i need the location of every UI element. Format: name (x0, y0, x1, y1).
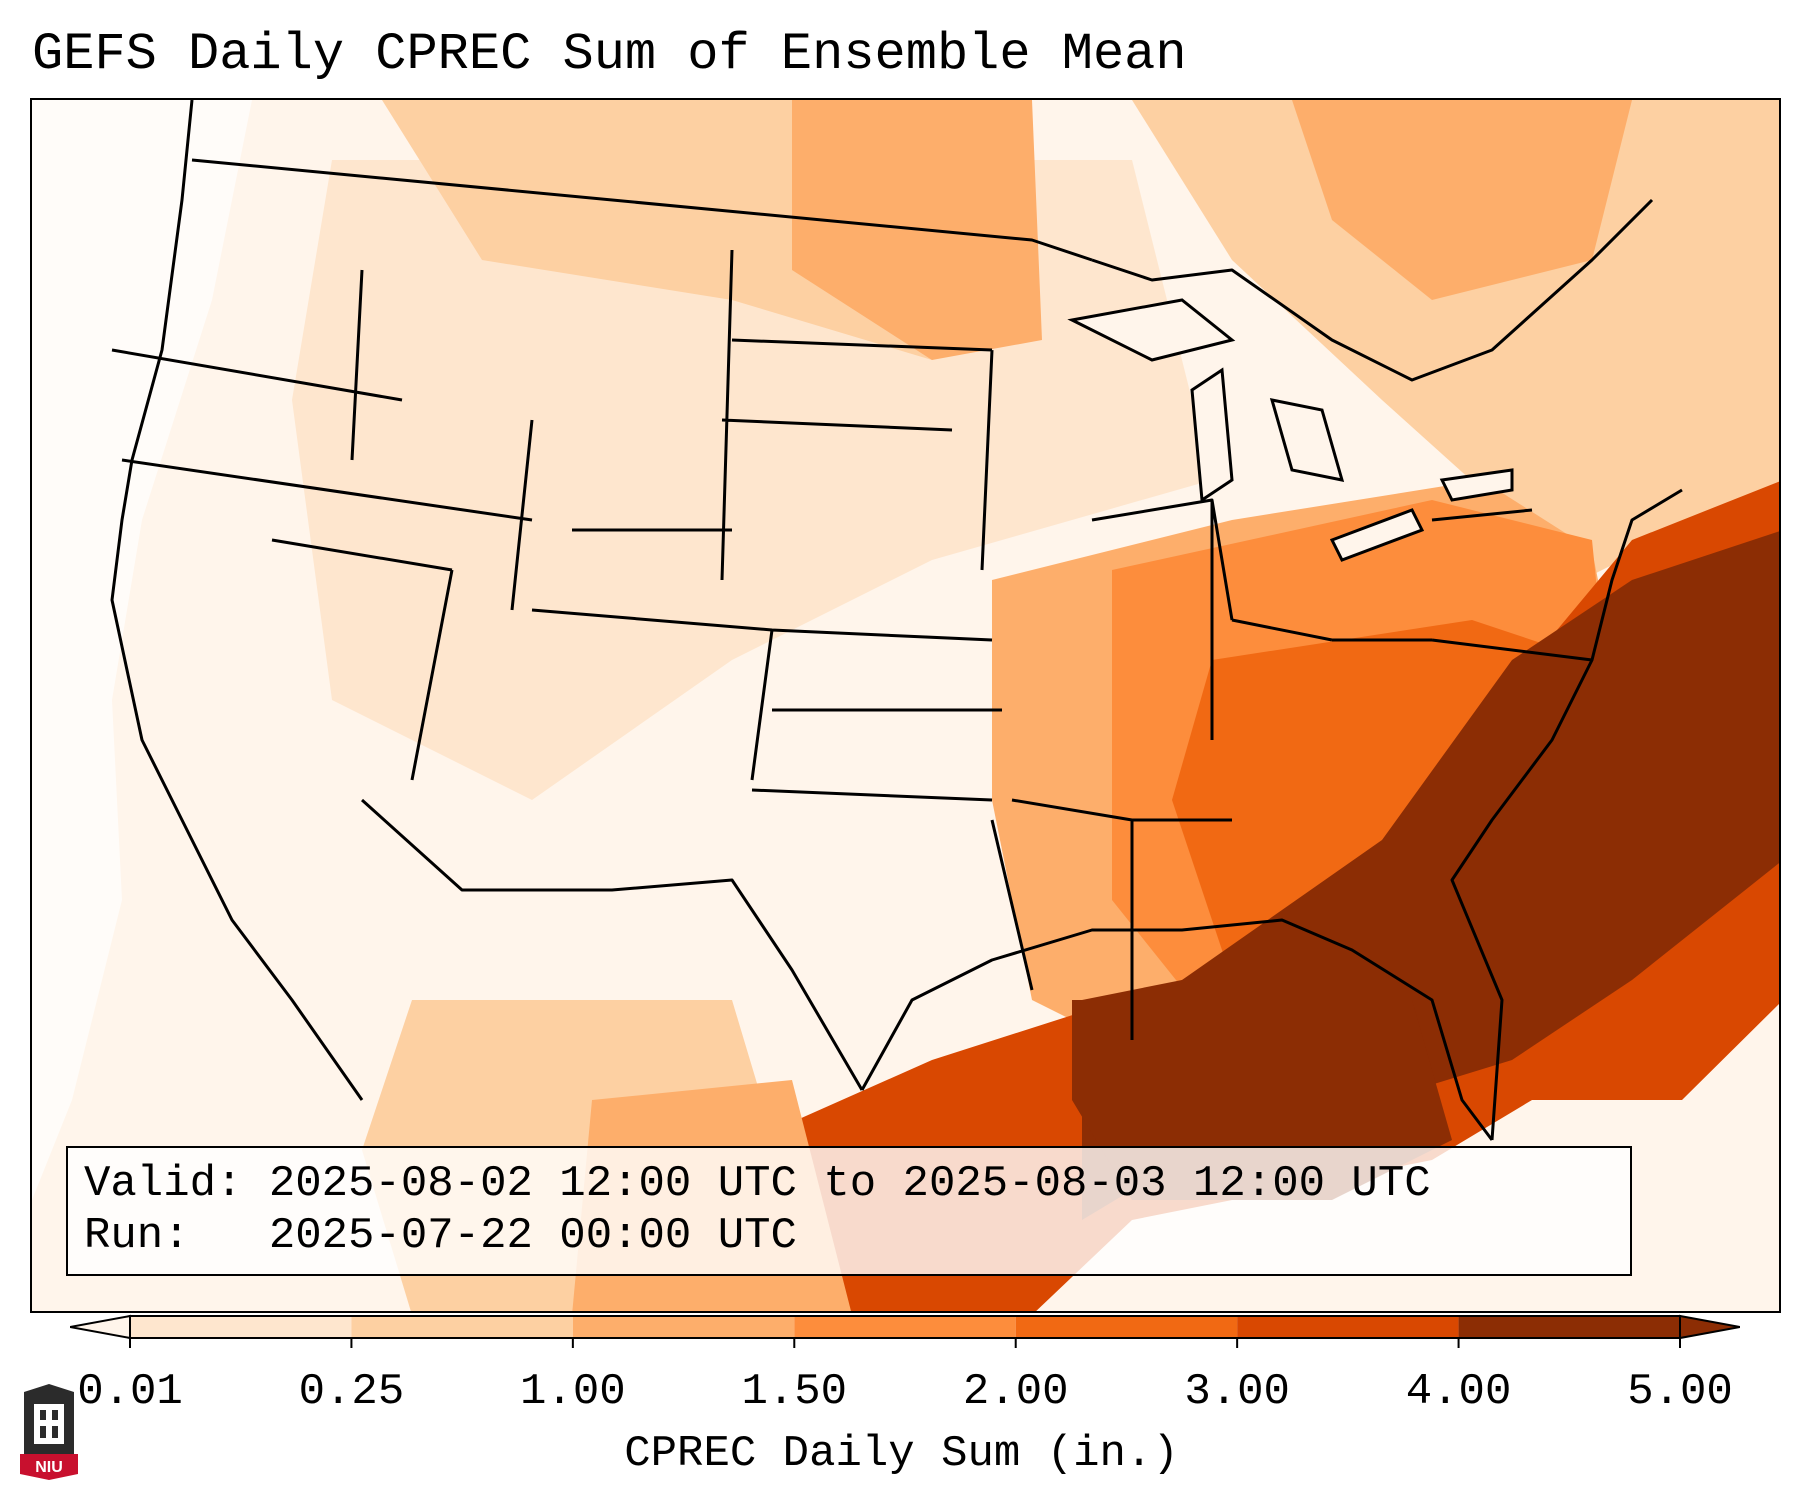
colorbar-tick-label: 5.00 (1627, 1367, 1733, 1417)
colorbar-tick-label: 4.00 (1405, 1367, 1512, 1417)
run-value: 2025-07-22 00:00 UTC (268, 1211, 797, 1261)
colorbar-tick-label: 0.01 (77, 1367, 183, 1417)
map-canvas (32, 100, 1779, 1311)
valid-value: 2025-08-02 12:00 UTC to 2025-08-03 12:00… (268, 1159, 1431, 1209)
map-title: GEFS Daily CPREC Sum of Ensemble Mean (32, 25, 1187, 84)
colorbar-outline (129, 1315, 1681, 1339)
colorbar-extend-low (70, 1314, 131, 1340)
colorbar-tick-label: 0.25 (298, 1367, 405, 1417)
colorbar-segment (794, 1316, 1016, 1338)
colorbar-label: CPREC Daily Sum (in.) (624, 1429, 1179, 1479)
atlantic-coastline (1450, 488, 1683, 1141)
lake-huron (1269, 398, 1345, 482)
ontario-field (1292, 100, 1632, 300)
colorbar-segment (351, 1316, 573, 1338)
coastlines-and-borders (110, 100, 1683, 1141)
colorbar-segment (1015, 1316, 1238, 1338)
us-canada-border-east (1091, 198, 1654, 382)
colorbar-extend-high (1679, 1314, 1740, 1340)
canada-east-field (1132, 100, 1779, 580)
lake-erie (1329, 508, 1425, 562)
colorbar-tick-label: 2.00 (962, 1367, 1069, 1417)
state-borders (111, 249, 1232, 1040)
eastern-state-borders (1091, 498, 1593, 740)
us-canada-border-west (191, 158, 1093, 262)
colorbar-segment (572, 1316, 795, 1338)
colorbar-tick-label: 1.00 (520, 1367, 626, 1417)
us-mexico-border (360, 798, 864, 1091)
precipitation-map (30, 98, 1781, 1313)
valid-run-infobox: Valid: 2025-08-02 12:00 UTC to 2025-08-0… (66, 1146, 1632, 1276)
gulf-coastline (860, 918, 1494, 1141)
colorbar-tick-label: 1.50 (741, 1367, 848, 1417)
colorbar-segment (1237, 1316, 1459, 1338)
colorbar-segment (1458, 1316, 1680, 1338)
west-coastline (110, 100, 364, 1101)
run-label: Run: (84, 1211, 190, 1261)
colorbar-segment (130, 1316, 352, 1338)
pacific-region (32, 100, 252, 1200)
colorbar-tick-label: 3.00 (1184, 1367, 1290, 1417)
lake-ontario (1439, 468, 1514, 502)
colorbar-segments (70, 1314, 1740, 1348)
logo-text: NIU (35, 1459, 63, 1476)
great-lakes (1067, 298, 1514, 562)
lake-superior (1067, 298, 1236, 362)
lake-michigan (1190, 367, 1234, 503)
valid-label: Valid: (84, 1159, 243, 1209)
niu-logo: NIU (20, 1384, 78, 1480)
colorbar (70, 1314, 1740, 1348)
